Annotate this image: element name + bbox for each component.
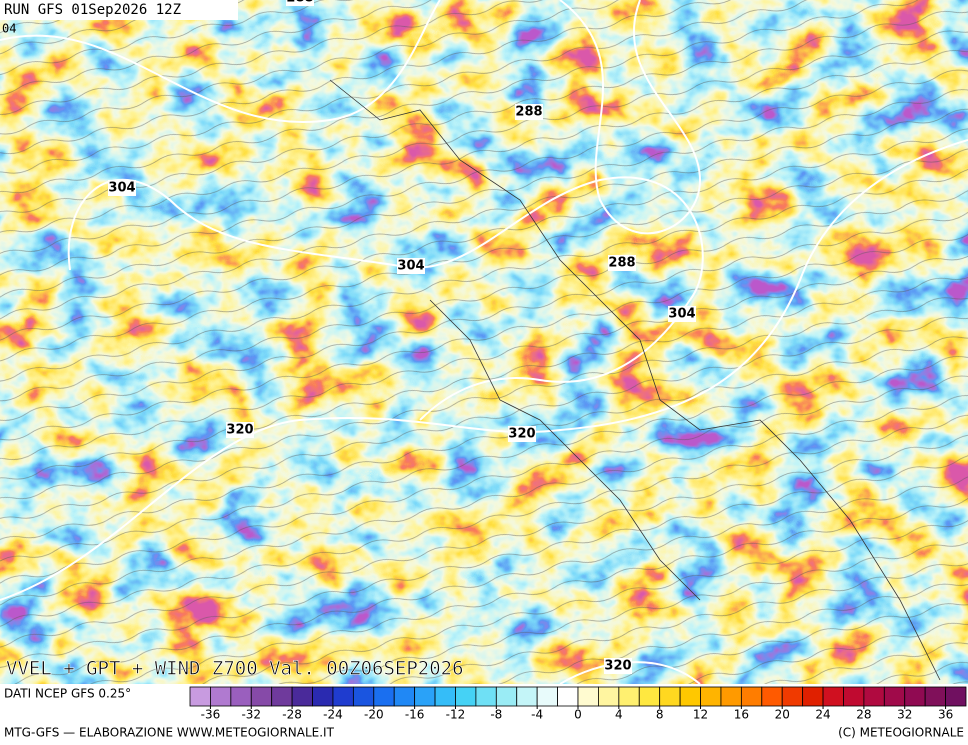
colorbar-box bbox=[536, 686, 558, 707]
contour-label-box bbox=[286, 0, 314, 6]
colorbar-box bbox=[495, 686, 518, 707]
colorbar-box bbox=[863, 686, 885, 707]
contour-label-box bbox=[508, 426, 536, 442]
step-label: 04 bbox=[2, 22, 16, 36]
colorbar-box bbox=[475, 686, 497, 707]
contour-label: 288 bbox=[515, 105, 542, 120]
colorbar-tick-label: 12 bbox=[693, 708, 708, 722]
colorbar-box bbox=[822, 686, 844, 707]
colorbar-tick-label: 20 bbox=[775, 708, 790, 722]
colorbar-box bbox=[291, 686, 313, 707]
colorbar-box bbox=[373, 686, 395, 707]
contour-label-box bbox=[608, 255, 636, 271]
colorbar-box bbox=[883, 686, 906, 707]
colorbar-box bbox=[638, 686, 661, 707]
colorbar-box bbox=[210, 686, 232, 707]
colorbar-box bbox=[618, 686, 640, 707]
streamlines bbox=[0, 0, 968, 684]
colorbar-tick-label: -4 bbox=[531, 708, 543, 722]
colorbar-tick-label: 28 bbox=[856, 708, 871, 722]
footer-left: MTG-GFS — ELABORAZIONE WWW.METEOGIORNALE… bbox=[4, 726, 335, 740]
colorbar-box bbox=[781, 686, 804, 707]
contour-label: 288 bbox=[608, 256, 635, 271]
colorbar-box bbox=[802, 686, 824, 707]
colorbar-box bbox=[332, 686, 354, 707]
colorbar-box bbox=[679, 686, 701, 707]
colorbar-tick-label: 24 bbox=[815, 708, 830, 722]
colorbar-tick-label: -8 bbox=[490, 708, 502, 722]
contour-label-box bbox=[515, 104, 543, 120]
colorbar-tick-label: 32 bbox=[897, 708, 912, 722]
contour-label-box bbox=[668, 306, 696, 322]
contour-label-box bbox=[397, 258, 425, 274]
colorbar-tick-label: -16 bbox=[405, 708, 425, 722]
colorbar-box bbox=[945, 686, 967, 707]
colorbar-tick-label: 0 bbox=[574, 708, 582, 722]
colorbar-box bbox=[720, 686, 742, 707]
map-title: VVEL + GPT + WIND Z700 Val. 00Z06SEP2026 bbox=[6, 658, 464, 680]
header-box bbox=[0, 0, 238, 20]
colorbar-box bbox=[271, 686, 293, 707]
contour-label-box bbox=[604, 658, 632, 674]
contour-label: 288 bbox=[286, 0, 313, 6]
colorbar-box bbox=[516, 686, 538, 707]
colorbar-box bbox=[577, 686, 599, 707]
colorbar-tick-label: -24 bbox=[323, 708, 343, 722]
colorbar-tick-label: 36 bbox=[938, 708, 953, 722]
source-label: DATI NCEP GFS 0.25° bbox=[4, 687, 131, 701]
contour-label: 320 bbox=[226, 423, 253, 438]
colorbar-box bbox=[761, 686, 783, 707]
colorbar-box bbox=[189, 686, 211, 707]
colorbar-box bbox=[455, 686, 477, 707]
colorbar-tick-label: -32 bbox=[241, 708, 261, 722]
map: RUN GFS 01Sep2026 12Z 04 288 288 304 304 288… bbox=[0, 0, 968, 685]
contour-label: 304 bbox=[668, 307, 695, 322]
coastlines bbox=[329, 79, 941, 681]
colorbar-box bbox=[250, 686, 273, 707]
colorbar-box bbox=[843, 686, 865, 707]
run-label: RUN GFS 01Sep2026 12Z bbox=[4, 2, 181, 18]
colorbar-box bbox=[924, 686, 946, 707]
colorbar-box bbox=[414, 686, 436, 707]
contour-label-box bbox=[108, 180, 136, 196]
colorbar-tick-label: 16 bbox=[734, 708, 749, 722]
colorbar-tick-label: 8 bbox=[656, 708, 664, 722]
colorbar-tick-label: 4 bbox=[615, 708, 623, 722]
colorbar-tick-label: -36 bbox=[201, 708, 221, 722]
colorbar-box bbox=[557, 686, 579, 707]
colorbar-box bbox=[312, 686, 334, 707]
contour-label: 304 bbox=[108, 181, 135, 196]
colorbar-box bbox=[352, 686, 375, 707]
colorbar-box bbox=[740, 686, 763, 707]
colorbar-tick-label: -20 bbox=[364, 708, 384, 722]
contour-label: 320 bbox=[604, 659, 631, 674]
contour-label: 320 bbox=[508, 427, 535, 442]
colorbar: -36 -32 -28 -24 -20 -16 -12 -8 -4 0 4 8 12 16 20 24 28 32… bbox=[189, 686, 967, 722]
colorbar-box bbox=[434, 686, 456, 707]
gpt-contours bbox=[0, 0, 968, 684]
footer-right: (C) METEOGIORNALE bbox=[838, 726, 964, 740]
colorbar-box bbox=[230, 686, 252, 707]
colorbar-box bbox=[598, 686, 620, 707]
colorbar-box bbox=[700, 686, 722, 707]
colorbar-box bbox=[659, 686, 681, 707]
colorbar-box bbox=[904, 686, 926, 707]
contour-label-box bbox=[226, 422, 254, 438]
colorbar-box bbox=[393, 686, 416, 707]
contour-label: 304 bbox=[397, 259, 424, 274]
colorbar-tick-label: -28 bbox=[282, 708, 302, 722]
colorbar-tick-label: -12 bbox=[446, 708, 466, 722]
